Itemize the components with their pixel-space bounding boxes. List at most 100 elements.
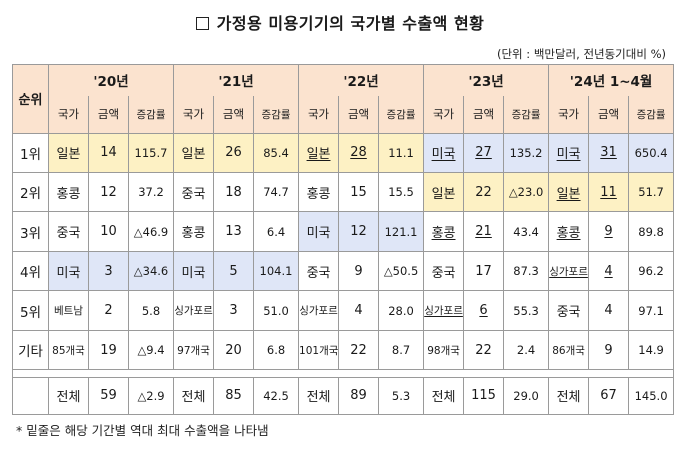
growth-cell: 135.2 xyxy=(503,132,550,173)
country-header: 국가 xyxy=(173,95,215,134)
country-cell: 싱가포르 xyxy=(298,290,340,331)
country-cell-text: 미국 xyxy=(181,265,206,281)
growth-cell-text: 5.8 xyxy=(141,303,161,318)
amount-cell: 26 xyxy=(213,132,255,173)
country-cell-text: 중국 xyxy=(306,265,331,281)
table-row: 기타 85개국 19 △9.4 97개국 20 6.8 101개국 22 8.7 98개국 22 2.4… xyxy=(12,329,675,371)
amount-cell: 2 xyxy=(88,290,129,331)
total-growth: 29.0 xyxy=(503,376,550,416)
growth-header: 증감률 xyxy=(628,95,675,134)
total-label: 전체 xyxy=(423,376,465,416)
amount-cell-text: 31 xyxy=(600,145,617,161)
amount-cell-text: 10 xyxy=(100,224,117,240)
amount-cell-text: 20 xyxy=(225,342,242,358)
footnote: * 밑줄은 해당 기간별 역대 최대 수출액을 나타냄 xyxy=(16,423,269,438)
amount-cell: 11 xyxy=(588,171,630,213)
amount-cell-text: 17 xyxy=(475,263,492,279)
rank-cell: 기타 xyxy=(12,329,49,371)
amount-cell-text: 13 xyxy=(225,224,242,240)
country-cell-text: 홍콩 xyxy=(56,186,81,202)
growth-cell: 6.8 xyxy=(253,329,300,371)
country-cell-text: 미국 xyxy=(431,147,456,163)
growth-cell-text: △34.6 xyxy=(133,264,169,279)
amount-cell-text: 21 xyxy=(475,224,492,240)
growth-cell: 55.3 xyxy=(503,290,550,331)
growth-cell-text: △23.0 xyxy=(508,185,544,200)
amount-cell-text: 19 xyxy=(100,342,117,358)
total-row: 전체 59 △2.9 전체 85 42.5 전체 89 5.3 전체 115 29.0 전체 67 145.… xyxy=(12,376,675,416)
country-cell: 97개국 xyxy=(173,329,215,371)
amount-cell: 28 xyxy=(338,132,380,173)
amount-cell-text: 27 xyxy=(475,145,492,161)
country-cell-text: 101개국 xyxy=(299,344,339,357)
country-cell-text: 홍콩 xyxy=(181,226,206,242)
country-cell: 중국 xyxy=(298,250,340,292)
growth-cell: 51.0 xyxy=(253,290,300,331)
growth-cell: 121.1 xyxy=(378,211,425,252)
growth-cell: 650.4 xyxy=(628,132,675,173)
amount-cell: 6 xyxy=(463,290,505,331)
country-cell-text: 홍콩 xyxy=(431,226,456,242)
growth-cell-text: 121.1 xyxy=(384,224,418,239)
country-cell-text: 중국 xyxy=(556,305,581,321)
amount-cell: 4 xyxy=(588,250,630,292)
country-header: 국가 xyxy=(48,95,89,134)
year-header: '24년 1~4월 xyxy=(548,63,675,96)
country-header: 국가 xyxy=(548,95,590,134)
total-amount: 89 xyxy=(338,376,380,416)
sub-header-row: 국가 금액 증감률 국가 금액 증감률 국가 금액 증감률 국가 금액 증감률 국가 금액 증감률 xyxy=(13,95,675,134)
total-label: 전체 xyxy=(298,376,340,416)
page-title: 가정용 미용기기의 국가별 수출액 현황 xyxy=(0,10,680,34)
amount-cell: 14 xyxy=(88,132,129,173)
amount-cell: 5 xyxy=(213,250,255,292)
country-cell: 중국 xyxy=(548,290,590,331)
growth-cell: △9.4 xyxy=(127,329,175,371)
amount-cell-text: 14 xyxy=(100,145,117,161)
country-cell-text: 미국 xyxy=(306,226,331,242)
country-cell-text: 홍콩 xyxy=(306,186,331,202)
growth-cell: △50.5 xyxy=(378,250,425,292)
country-cell: 홍콩 xyxy=(48,171,89,213)
growth-cell: 87.3 xyxy=(503,250,550,292)
amount-cell-text: 4 xyxy=(354,303,363,319)
amount-cell: 13 xyxy=(213,211,255,252)
year-header: '22년 xyxy=(298,63,425,96)
amount-header: 금액 xyxy=(463,95,505,134)
country-cell: 홍콩 xyxy=(298,171,340,213)
rank-header: 순위 xyxy=(12,64,49,134)
country-cell: 미국 xyxy=(48,250,89,292)
amount-cell: 22 xyxy=(338,329,380,371)
amount-cell-text: 4 xyxy=(604,263,613,279)
amount-cell-text: 6 xyxy=(479,303,488,319)
amount-cell: 18 xyxy=(213,171,255,213)
growth-cell: 51.7 xyxy=(628,171,675,213)
growth-cell: 14.9 xyxy=(628,329,675,371)
country-cell: 홍콩 xyxy=(548,211,590,252)
growth-cell-text: 11.1 xyxy=(388,145,414,160)
country-cell-text: 싱가포르 xyxy=(299,305,338,318)
total-label: 전체 xyxy=(173,376,215,416)
growth-cell-text: 15.5 xyxy=(388,185,414,200)
growth-cell: 28.0 xyxy=(378,290,425,331)
country-cell-text: 일본 xyxy=(306,147,331,163)
amount-cell-text: 2 xyxy=(104,303,113,319)
amount-header: 금액 xyxy=(588,95,630,134)
growth-cell-text: 85.4 xyxy=(263,145,289,160)
amount-cell-text: 15 xyxy=(350,184,367,200)
amount-cell: 12 xyxy=(88,171,129,213)
amount-cell-text: 12 xyxy=(350,224,367,240)
growth-cell: △34.6 xyxy=(127,250,175,292)
country-cell-text: 일본 xyxy=(431,186,456,202)
rank-cell: 4위 xyxy=(12,250,49,292)
country-cell-text: 미국 xyxy=(56,265,81,281)
amount-cell-text: 9 xyxy=(604,224,613,240)
total-amount: 59 xyxy=(88,376,129,416)
total-label: 전체 xyxy=(548,376,590,416)
growth-cell: 8.7 xyxy=(378,329,425,371)
growth-cell-text: 87.3 xyxy=(513,264,539,279)
growth-cell: 2.4 xyxy=(503,329,550,371)
country-cell: 중국 xyxy=(423,250,465,292)
country-cell: 85개국 xyxy=(48,329,89,371)
spacer-row xyxy=(11,369,675,378)
country-cell: 홍콩 xyxy=(173,211,215,252)
